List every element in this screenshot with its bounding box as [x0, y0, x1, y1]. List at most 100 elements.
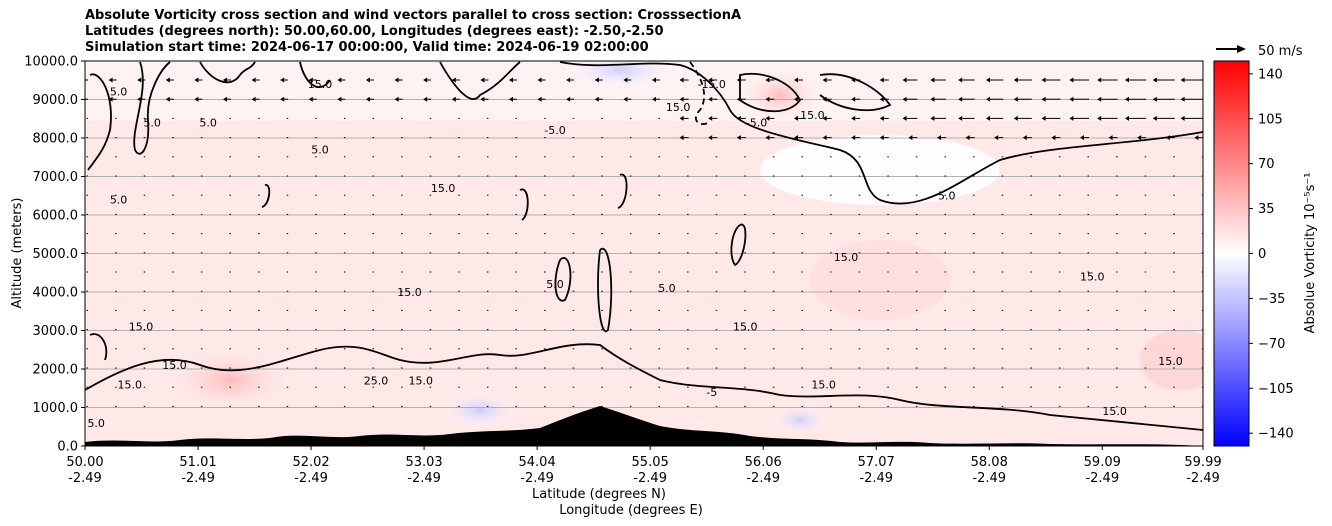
- wind-vector-head: [822, 96, 827, 102]
- contour-label: 15.0: [308, 78, 333, 91]
- contour-label: 5.0: [110, 193, 128, 206]
- contour-label: 15.0: [834, 251, 859, 264]
- y-tick-label: 2000.0: [33, 363, 79, 378]
- x-tick-label-lon: -2.49: [407, 471, 441, 486]
- contour-label: 15.0: [162, 359, 187, 372]
- wind-vector-head: [851, 115, 856, 121]
- colorbar-ticks: 140 105 70 35 0 −35 −70 −105 −140: [1249, 67, 1294, 442]
- wind-vector-head: [1137, 135, 1142, 141]
- wind-vector-head: [480, 77, 485, 83]
- wind-vector-head: [1097, 96, 1102, 102]
- contour-line: [85, 343, 1203, 431]
- x-axis: 50.00-2.4951.01-2.4952.02-2.4953.03-2.49…: [66, 446, 1222, 486]
- wind-vector-head: [1194, 135, 1199, 141]
- contour-label: 15.0: [431, 182, 456, 195]
- wind-vector-head: [594, 96, 599, 102]
- colorbar-tick-label: 35: [1258, 202, 1275, 217]
- x-tick-label-lat: 51.01: [179, 455, 216, 470]
- colorbar-tick-label: 105: [1258, 112, 1283, 127]
- wind-vector-head: [765, 96, 770, 102]
- wind-vector-head: [986, 77, 990, 83]
- contour-line: [819, 73, 892, 112]
- wind-vector-head: [1152, 96, 1157, 102]
- quiver-key: 50 m/s: [1216, 44, 1303, 59]
- x-axis-label-2: Longitude (degrees E): [559, 503, 703, 518]
- wind-vector-head: [879, 115, 884, 121]
- wind-vector-head: [1041, 77, 1046, 83]
- wind-vector-head: [251, 77, 256, 83]
- x-tick-label-lon: -2.49: [68, 471, 102, 486]
- wind-vector-head: [308, 96, 313, 102]
- wind-vector-head: [794, 77, 798, 83]
- contour-line: [199, 61, 256, 84]
- y-tick-label: 4000.0: [33, 286, 79, 301]
- wind-vector-head: [822, 135, 827, 141]
- wind-vector-head: [509, 77, 513, 83]
- contour-label: 5.0: [110, 86, 128, 99]
- wind-vector-head: [623, 96, 628, 102]
- wind-vector-head: [794, 96, 798, 102]
- x-tick-label-lon: -2.49: [972, 471, 1006, 486]
- contour-line: [89, 333, 108, 361]
- y-tick-label: 5000.0: [33, 247, 79, 262]
- contour-label: 5.0: [311, 143, 329, 156]
- wind-vector-head: [137, 96, 142, 102]
- wind-vector-head: [652, 77, 656, 83]
- wind-vector-head: [822, 77, 827, 83]
- wind-vector-head: [958, 96, 963, 102]
- contour-line: [439, 61, 521, 100]
- contour-line: [730, 224, 747, 267]
- colorbar-label: Absolue Vorticity 10⁻⁵s⁻¹: [1303, 173, 1318, 334]
- colorbar-tick-label: −105: [1258, 382, 1294, 397]
- wind-vector-head: [394, 77, 399, 83]
- wind-vector-head: [451, 96, 456, 102]
- contour-label: 15.0: [129, 321, 154, 334]
- wind-vector-head: [1041, 96, 1046, 102]
- x-axis-label-1: Latitude (degrees N): [532, 487, 666, 502]
- wind-vector-head: [337, 96, 342, 102]
- colorbar-tick-label: −140: [1258, 427, 1294, 442]
- vorticity-field: 5.0 5.0 5.0 5.0 5.0 15.0 -5.0 15.0 15.0 15.0 5.0 15…: [85, 61, 1203, 446]
- contour-label: 5.0: [143, 116, 161, 129]
- wind-vector-head: [1152, 77, 1157, 83]
- quiver-key-arrowhead: [1237, 45, 1246, 53]
- contour-line: [597, 247, 613, 333]
- contour-label: 15.0: [800, 109, 825, 122]
- title-line-2: Latitudes (degrees north): 50.00,60.00, …: [85, 24, 664, 39]
- wind-vector-head: [851, 135, 856, 141]
- x-tick-label-lon: -2.49: [1085, 471, 1119, 486]
- wind-vector-head: [1051, 135, 1056, 141]
- quiver-key-label: 50 m/s: [1258, 44, 1303, 59]
- y-tick-label: 8000.0: [33, 132, 79, 147]
- wind-vector-head: [280, 96, 285, 102]
- wind-vector-head: [566, 77, 571, 83]
- contour-line: [739, 72, 802, 113]
- wind-vector-head: [623, 77, 628, 83]
- wind-vector-head: [1080, 135, 1084, 141]
- contour-line: [554, 257, 572, 302]
- contour-label: -5: [706, 386, 717, 399]
- wind-vector-head: [937, 135, 941, 141]
- colorbar-tick-label: −35: [1258, 292, 1285, 307]
- contour-line: [87, 73, 112, 171]
- wind-vector-head: [480, 96, 485, 102]
- colorbar-tick-label: 0: [1258, 247, 1266, 262]
- wind-vector-head: [165, 77, 170, 83]
- wind-vector-head: [1125, 77, 1129, 83]
- wind-vector-head: [1013, 115, 1018, 121]
- wind-vector-head: [1152, 115, 1157, 121]
- contour-label: -5.0: [544, 124, 565, 137]
- wind-vector-head: [223, 77, 227, 83]
- wind-vector-head: [679, 96, 684, 102]
- wind-vector-head: [958, 77, 963, 83]
- contour-label: 15.0: [408, 374, 433, 387]
- wind-vector-head: [194, 96, 199, 102]
- wind-vector-head: [1125, 115, 1129, 121]
- wind-vector-head: [537, 96, 542, 102]
- contour-label: 15.0: [811, 378, 836, 391]
- wind-vector-head: [308, 77, 313, 83]
- contour-line: [133, 61, 171, 155]
- wind-vector-head: [451, 77, 456, 83]
- contour-label: 5.0: [546, 278, 564, 291]
